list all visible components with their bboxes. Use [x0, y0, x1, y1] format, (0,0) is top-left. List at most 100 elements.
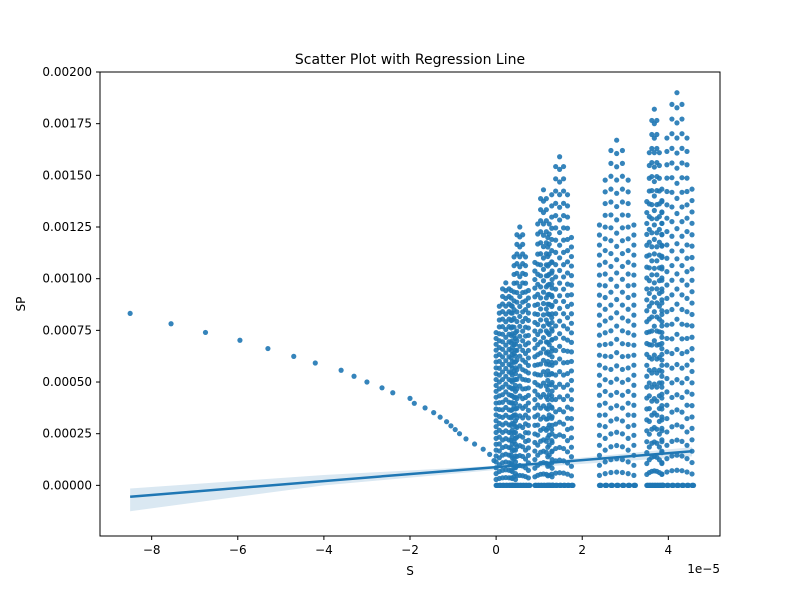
data-point: [654, 440, 660, 446]
data-point: [664, 228, 670, 235]
data-point: [625, 271, 631, 277]
data-point: [557, 419, 563, 425]
data-point: [535, 291, 541, 297]
data-point: [689, 471, 695, 477]
data-point: [520, 328, 526, 334]
data-point: [669, 380, 675, 386]
data-point: [553, 237, 559, 243]
data-point: [602, 177, 608, 183]
data-point: [625, 435, 631, 441]
data-point: [522, 254, 529, 260]
data-point: [664, 215, 670, 221]
data-point: [625, 353, 631, 359]
data-point: [557, 432, 563, 438]
data-point: [664, 349, 670, 355]
data-point: [564, 192, 571, 198]
data-point: [664, 469, 670, 475]
data-point: [679, 394, 685, 401]
data-point: [549, 382, 555, 388]
data-point: [265, 345, 271, 352]
data-point: [525, 445, 532, 451]
data-point: [549, 359, 555, 366]
data-point: [568, 387, 575, 393]
data-point: [549, 248, 555, 254]
data-point: [664, 135, 670, 141]
data-point: [564, 259, 571, 265]
data-point: [549, 214, 555, 220]
data-point: [646, 393, 652, 399]
data-point: [656, 214, 662, 220]
data-point: [674, 301, 680, 307]
data-point: [553, 347, 559, 354]
data-point: [631, 352, 637, 358]
data-point: [619, 302, 626, 308]
data-point: [602, 435, 608, 441]
data-point: [525, 340, 532, 346]
data-point: [625, 388, 631, 395]
data-point: [608, 289, 614, 295]
data-point: [664, 242, 670, 248]
data-point: [674, 256, 680, 262]
data-point: [520, 232, 526, 238]
data-point: [619, 392, 626, 398]
data-point: [538, 251, 544, 257]
data-point: [508, 302, 514, 309]
data-point: [545, 282, 551, 288]
data-point: [679, 468, 685, 474]
data-point: [631, 262, 637, 268]
data-point: [564, 236, 571, 243]
data-point: [669, 306, 675, 313]
data-point: [651, 265, 657, 271]
data-point: [608, 379, 614, 385]
data-point: [649, 300, 655, 306]
data-point: [664, 442, 670, 448]
data-point: [496, 448, 502, 454]
y-tick-label: 0.00100: [42, 272, 92, 286]
data-point: [625, 471, 631, 477]
data-point: [499, 369, 506, 375]
data-point: [651, 222, 657, 228]
data-point: [684, 162, 690, 168]
data-point: [540, 244, 547, 250]
data-point: [312, 360, 318, 366]
data-point: [625, 283, 631, 289]
data-point: [625, 294, 631, 301]
data-point: [651, 338, 657, 344]
data-point: [602, 236, 608, 242]
data-point: [684, 202, 690, 208]
data-point: [664, 162, 670, 168]
data-point: [596, 302, 603, 308]
data-point: [644, 209, 650, 216]
data-point: [619, 276, 626, 282]
data-point: [674, 120, 680, 126]
data-point: [564, 404, 571, 410]
data-point: [654, 384, 660, 390]
data-point: [644, 362, 650, 368]
data-point: [553, 335, 559, 341]
data-point: [602, 330, 608, 336]
x-axis-label: S: [406, 564, 414, 578]
data-point: [517, 224, 523, 230]
data-point: [525, 415, 532, 421]
data-point: [609, 482, 616, 488]
data-point: [659, 308, 665, 314]
data-point: [553, 225, 559, 231]
data-point: [596, 292, 603, 298]
data-point: [619, 250, 626, 257]
data-point: [689, 368, 695, 375]
data-point: [525, 392, 532, 399]
data-point: [619, 147, 626, 154]
data-point: [679, 453, 685, 459]
data-point: [568, 444, 575, 450]
data-point: [602, 271, 608, 277]
data-point: [631, 462, 637, 468]
data-point: [545, 273, 551, 279]
data-point: [560, 237, 567, 243]
data-point: [689, 414, 695, 420]
data-point: [651, 352, 657, 358]
data-point: [608, 353, 614, 360]
data-point: [543, 196, 549, 202]
data-point: [631, 232, 637, 238]
data-point: [532, 457, 538, 463]
